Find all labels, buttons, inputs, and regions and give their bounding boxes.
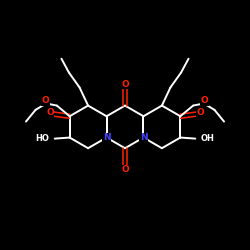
Text: O: O <box>196 108 204 117</box>
Text: HO: HO <box>36 134 50 143</box>
Text: O: O <box>42 96 49 105</box>
Text: O: O <box>121 165 129 174</box>
Text: OH: OH <box>200 134 214 143</box>
Text: O: O <box>201 96 208 105</box>
Text: N: N <box>140 133 147 142</box>
Text: O: O <box>46 108 54 117</box>
Text: N: N <box>103 133 110 142</box>
Text: O: O <box>121 80 129 89</box>
